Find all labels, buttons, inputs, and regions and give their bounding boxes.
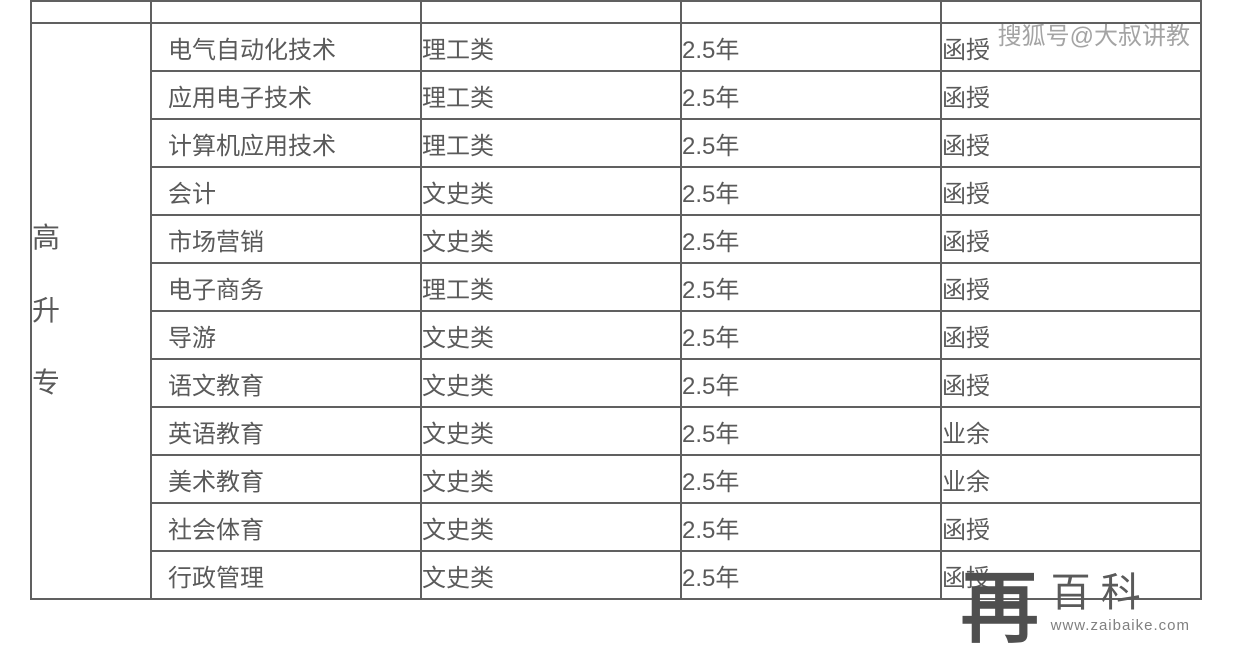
category-cell: 理工类: [421, 23, 681, 71]
major-cell: 导游: [151, 311, 421, 359]
program-table-container: 高 升 专 电气自动化技术 理工类 2.5年 函授 应用电子技术 理工类 2.5…: [30, 0, 1200, 600]
category-cell: 文史类: [421, 503, 681, 551]
category-cell: 文史类: [421, 215, 681, 263]
mode-cell: 函授: [941, 167, 1201, 215]
major-cell: 应用电子技术: [151, 71, 421, 119]
mode-cell: 函授: [941, 119, 1201, 167]
category-cell: 理工类: [421, 71, 681, 119]
mode-cell: 函授: [941, 311, 1201, 359]
category-cell: 文史类: [421, 311, 681, 359]
mode-cell: 函授: [941, 503, 1201, 551]
duration-cell: 2.5年: [681, 407, 941, 455]
major-cell: 美术教育: [151, 455, 421, 503]
major-cell: 社会体育: [151, 503, 421, 551]
mode-cell: 函授: [941, 551, 1201, 599]
table-row: 高 升 专 电气自动化技术 理工类 2.5年 函授: [31, 23, 1201, 71]
duration-cell: 2.5年: [681, 263, 941, 311]
table-row: 会计 文史类 2.5年 函授: [31, 167, 1201, 215]
mode-cell: 函授: [941, 359, 1201, 407]
table-row: 电子商务 理工类 2.5年 函授: [31, 263, 1201, 311]
major-cell: 电子商务: [151, 263, 421, 311]
mode-cell: 业余: [941, 455, 1201, 503]
category-cell: 文史类: [421, 167, 681, 215]
duration-cell: 2.5年: [681, 455, 941, 503]
logo-url-text: www.zaibaike.com: [1051, 617, 1190, 634]
table-row: 社会体育 文史类 2.5年 函授: [31, 503, 1201, 551]
category-cell: 文史类: [421, 455, 681, 503]
major-cell: 市场营销: [151, 215, 421, 263]
major-cell: 电气自动化技术: [151, 23, 421, 71]
category-cell: 文史类: [421, 551, 681, 599]
duration-cell: 2.5年: [681, 551, 941, 599]
level-char: 高: [32, 202, 150, 275]
mode-cell: 函授: [941, 71, 1201, 119]
duration-cell: 2.5年: [681, 503, 941, 551]
duration-cell: 2.5年: [681, 71, 941, 119]
duration-cell: 2.5年: [681, 167, 941, 215]
program-table: 高 升 专 电气自动化技术 理工类 2.5年 函授 应用电子技术 理工类 2.5…: [30, 0, 1202, 600]
major-cell: 行政管理: [151, 551, 421, 599]
table-row: 计算机应用技术 理工类 2.5年 函授: [31, 119, 1201, 167]
duration-cell: 2.5年: [681, 311, 941, 359]
duration-cell: 2.5年: [681, 215, 941, 263]
category-cell: 文史类: [421, 407, 681, 455]
table-row: 英语教育 文史类 2.5年 业余: [31, 407, 1201, 455]
mode-cell: 函授: [941, 215, 1201, 263]
mode-cell: 函授: [941, 263, 1201, 311]
duration-cell: 2.5年: [681, 23, 941, 71]
level-char: 专: [32, 347, 150, 420]
major-cell: 语文教育: [151, 359, 421, 407]
category-cell: 理工类: [421, 263, 681, 311]
duration-cell: 2.5年: [681, 119, 941, 167]
category-cell: 理工类: [421, 119, 681, 167]
table-header-stub: [31, 1, 1201, 23]
table-row: 语文教育 文史类 2.5年 函授: [31, 359, 1201, 407]
table-row: 应用电子技术 理工类 2.5年 函授: [31, 71, 1201, 119]
level-char: 升: [32, 275, 150, 348]
duration-cell: 2.5年: [681, 359, 941, 407]
table-row: 导游 文史类 2.5年 函授: [31, 311, 1201, 359]
major-cell: 会计: [151, 167, 421, 215]
mode-cell: 函授: [941, 23, 1201, 71]
major-cell: 计算机应用技术: [151, 119, 421, 167]
table-row: 行政管理 文史类 2.5年 函授: [31, 551, 1201, 599]
table-row: 市场营销 文史类 2.5年 函授: [31, 215, 1201, 263]
table-row: 美术教育 文史类 2.5年 业余: [31, 455, 1201, 503]
category-cell: 文史类: [421, 359, 681, 407]
level-cell: 高 升 专: [31, 23, 151, 599]
major-cell: 英语教育: [151, 407, 421, 455]
mode-cell: 业余: [941, 407, 1201, 455]
